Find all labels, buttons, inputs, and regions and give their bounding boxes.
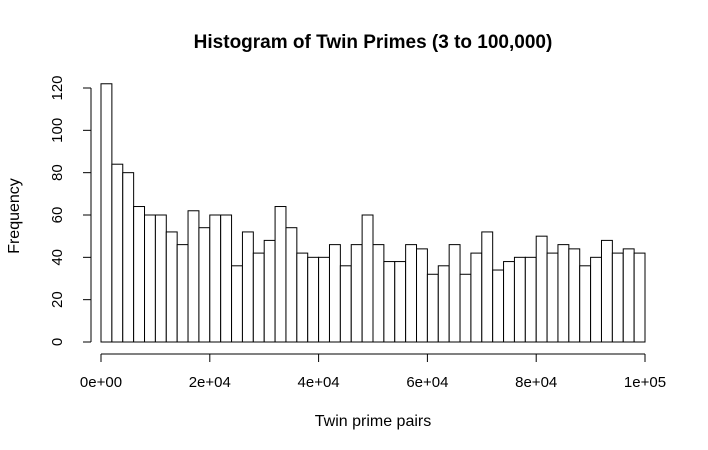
- histogram-bar: [546, 252, 559, 343]
- y-tick-label: 60: [49, 207, 66, 224]
- histogram-bar: [361, 214, 374, 343]
- histogram-bar: [176, 244, 189, 343]
- histogram-bar: [416, 248, 428, 343]
- histogram-bar: [144, 214, 156, 343]
- x-tick-label: 8e+04: [515, 374, 557, 391]
- histogram-bar: [187, 210, 200, 343]
- y-tick-label: 80: [49, 164, 66, 181]
- histogram-bar: [557, 244, 570, 343]
- histogram-bar: [426, 273, 439, 343]
- histogram-bar: [622, 248, 635, 343]
- histogram-bar: [448, 244, 461, 343]
- histogram-bar: [328, 244, 341, 343]
- histogram-bar: [285, 227, 298, 343]
- histogram-bar: [481, 231, 494, 343]
- histogram-bar: [241, 231, 254, 343]
- histogram-bar: [220, 214, 233, 343]
- histogram-bar: [633, 252, 646, 343]
- histogram-bar: [372, 244, 385, 343]
- histogram-bar: [524, 256, 537, 343]
- histogram-bar: [383, 261, 396, 343]
- x-tick-label: 2e+04: [189, 374, 231, 391]
- histogram-bar: [111, 163, 124, 343]
- histogram-bar: [133, 206, 146, 343]
- histogram-bar: [492, 269, 505, 343]
- y-tick-label: 0: [49, 338, 66, 346]
- histogram-bar: [231, 265, 243, 343]
- histogram-bar: [503, 261, 515, 343]
- histogram-bar: [394, 261, 407, 343]
- chart-title: Histogram of Twin Primes (3 to 100,000): [194, 32, 553, 53]
- y-tick-label: 20: [49, 291, 66, 308]
- y-axis: 0 20 40 60 80 100 120: [49, 75, 92, 346]
- histogram-bar: [579, 265, 592, 343]
- x-tick-label: 1e+05: [624, 374, 666, 391]
- histogram-bar: [350, 244, 363, 343]
- histogram-bar: [252, 252, 265, 343]
- histogram-bar: [318, 256, 330, 343]
- histogram-bar: [535, 235, 548, 343]
- histogram-bar: [459, 273, 472, 343]
- histogram-bar: [611, 252, 624, 343]
- histogram-bar: [296, 252, 309, 343]
- x-tick-label: 4e+04: [298, 374, 340, 391]
- histogram-bar: [165, 231, 178, 343]
- y-tick-label: 40: [49, 249, 66, 266]
- y-tick-label: 120: [49, 75, 66, 100]
- histogram-bar: [154, 214, 167, 343]
- histogram-bar: [198, 227, 211, 343]
- histogram-bar: [600, 239, 613, 343]
- histogram-bar: [100, 83, 113, 343]
- histogram-bar: [274, 206, 287, 343]
- histogram-bar: [405, 244, 418, 343]
- histogram-bar: [307, 256, 320, 343]
- x-tick-label: 0e+00: [80, 374, 122, 391]
- histogram-bar: [590, 256, 602, 343]
- x-tick-label: 6e+04: [406, 374, 448, 391]
- histogram-bar: [513, 256, 526, 343]
- histogram-bar: [339, 265, 352, 343]
- histogram-bar: [568, 248, 581, 343]
- histogram-bar: [437, 265, 450, 343]
- x-axis: 0e+00 2e+04 4e+04 6e+04 8e+04 1e+05: [80, 353, 666, 391]
- histogram-bar: [263, 239, 276, 343]
- histogram-bar: [470, 252, 483, 343]
- histogram-bar: [122, 172, 135, 343]
- x-axis-title: Twin prime pairs: [315, 413, 431, 430]
- y-axis-title: Frequency: [6, 178, 23, 254]
- histogram-bars: [100, 83, 646, 343]
- y-tick-label: 100: [49, 118, 66, 143]
- histogram-bar: [209, 214, 222, 343]
